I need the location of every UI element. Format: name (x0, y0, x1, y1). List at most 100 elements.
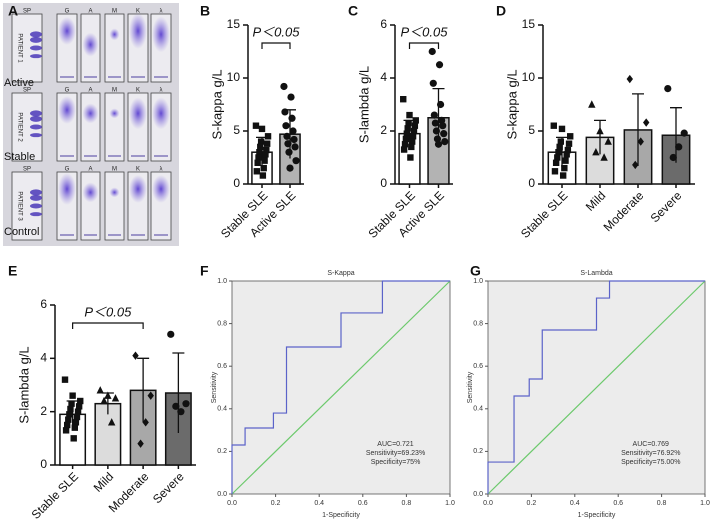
y-tick-label: 1.0 (473, 278, 483, 285)
gel-well (84, 234, 97, 236)
lane-label: M (112, 167, 117, 173)
data-point (439, 122, 447, 130)
gel-band (30, 189, 42, 196)
gel-well (108, 76, 121, 78)
data-point (147, 391, 154, 400)
gel-well (154, 155, 168, 157)
roc-chart: F S-Kappa 0.0 0.2 0.4 0.6 0.8 1.0 0.0 0.2 0.4 0.6 0.… (200, 263, 455, 519)
data-point (563, 151, 570, 158)
y-tick-label: 2 (380, 123, 387, 137)
data-point (435, 61, 444, 69)
data-point (69, 392, 76, 399)
data-point (111, 394, 120, 402)
annotation: Specificity=75.00% (621, 459, 680, 466)
data-point (287, 93, 295, 101)
error-bar (594, 119, 606, 155)
data-point (596, 126, 604, 135)
data-point (432, 127, 441, 135)
panel-letter: E (8, 263, 17, 279)
y-tick-label: 4 (380, 70, 387, 84)
y-tick-label: 1.0 (217, 278, 227, 285)
data-point (177, 408, 185, 416)
reference-line (231, 280, 451, 495)
x-tick-label: Moderate (601, 188, 647, 234)
lane-label: A (88, 167, 92, 173)
data-point (257, 143, 264, 151)
gel-well (60, 234, 74, 236)
gel-band (30, 124, 42, 130)
significance-label: P＜0.05 (253, 24, 301, 39)
y-tick-label: 10 (522, 70, 536, 84)
data-point (402, 135, 410, 143)
data-point (182, 400, 190, 408)
y-tick-label: 0 (528, 176, 535, 190)
x-tick-label: Stable SLE (518, 188, 570, 240)
y-tick-label: 0 (40, 457, 47, 471)
gel-band (30, 31, 42, 38)
gel-smear (152, 175, 170, 203)
data-point (552, 159, 560, 166)
data-point (96, 386, 104, 394)
data-point (675, 143, 683, 151)
gel-well (84, 76, 97, 78)
data-point (65, 416, 72, 423)
panel-letter: G (470, 263, 481, 279)
y-tick-label: 6 (40, 297, 47, 311)
data-point (253, 168, 261, 175)
data-point (409, 133, 417, 140)
data-point (288, 114, 296, 122)
data-point (405, 119, 412, 127)
x-tick-label: 0.4 (570, 500, 580, 507)
data-point (289, 127, 297, 135)
y-axis-label: S-kappa g/L (209, 69, 224, 139)
gel-smear (82, 103, 99, 124)
data-point (259, 172, 267, 179)
gel-smear (58, 17, 76, 45)
significance-bracket (261, 42, 291, 49)
x-tick-label: 1.0 (700, 500, 710, 507)
data-point (441, 138, 449, 146)
data-point (562, 157, 569, 164)
lane-label: SP (23, 9, 31, 15)
group-label: Active (4, 77, 34, 89)
data-point (67, 405, 74, 413)
data-point (281, 108, 289, 116)
data-point (554, 154, 561, 161)
data-point (70, 435, 77, 442)
data-point (264, 133, 272, 140)
data-point (403, 130, 411, 137)
data-point (600, 153, 608, 161)
data-point (555, 149, 562, 156)
data-point (559, 172, 567, 179)
data-point (62, 427, 70, 434)
lane-label: K (136, 167, 140, 173)
x-tick-label: 0.6 (613, 500, 623, 507)
data-point (260, 164, 267, 172)
data-point (551, 168, 559, 175)
data-point (66, 411, 73, 418)
data-point (77, 397, 84, 405)
lane-label: K (136, 9, 140, 15)
data-point (262, 151, 269, 158)
annotation: AUC=0.721 (377, 441, 413, 448)
data-point (172, 402, 180, 410)
gel-band (30, 110, 42, 117)
data-point (565, 140, 573, 147)
data-point (436, 100, 445, 109)
gel-smear (109, 187, 120, 198)
y-axis-label: S-lambda g/L (16, 346, 31, 423)
gel-lane (80, 171, 101, 241)
lane-label: M (112, 88, 117, 94)
gel-well (154, 76, 168, 78)
data-point (63, 421, 71, 429)
data-point (137, 439, 144, 448)
y-tick-label: 0.0 (473, 491, 483, 498)
gel-band (30, 36, 42, 43)
lane-label: G (65, 88, 70, 94)
x-tick-label: Stable SLE (29, 469, 81, 521)
gel-band (30, 194, 42, 201)
error-bar (670, 107, 682, 163)
